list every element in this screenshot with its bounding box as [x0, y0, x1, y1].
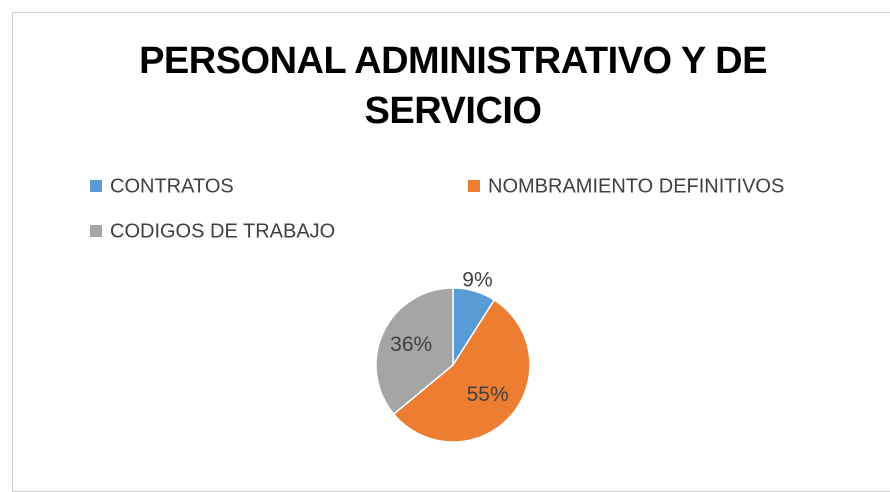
pie-slice [392, 298, 531, 443]
chart-title: PERSONAL ADMINISTRATIVO Y DE SERVICIO [139, 40, 767, 132]
data-label: 55% [467, 383, 509, 406]
legend-label: NOMBRAMIENTO DEFINITIVOS [488, 175, 784, 197]
legend-swatch [468, 180, 480, 192]
data-label: 9% [462, 268, 492, 291]
legend-swatch [90, 225, 102, 237]
data-label: 36% [390, 333, 432, 356]
legend-label: CONTRATOS [110, 175, 234, 197]
pie-slice [375, 287, 454, 416]
legend-swatch [90, 180, 102, 192]
page: PERSONAL ADMINISTRATIVO Y DE SERVICIO CO… [12, 12, 890, 492]
chart: CONTRATOS NOMBRAMIENTO DEFINITIVOS CODIGOS… [90, 175, 784, 443]
legend-label: CODIGOS DE TRABAJO [110, 220, 335, 242]
